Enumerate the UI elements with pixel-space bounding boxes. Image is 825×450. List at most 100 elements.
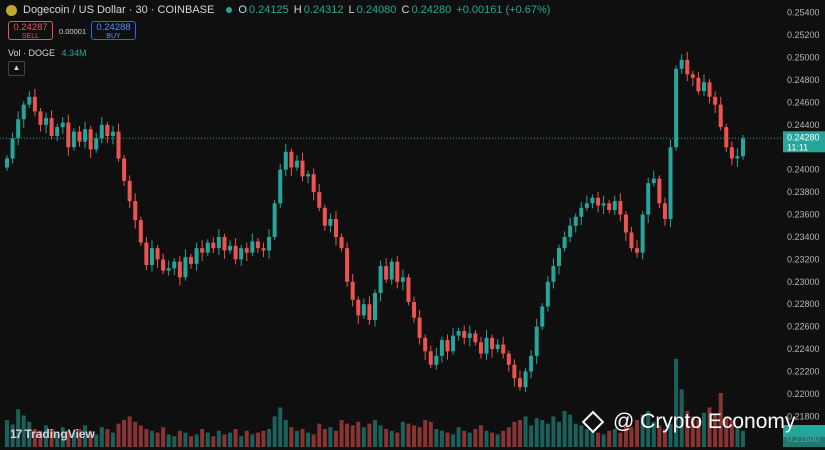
symbol-title[interactable]: Dogecoin / US Dollar · 30 · COINBASE [23, 4, 215, 16]
volume-bar [729, 420, 734, 447]
price-axis[interactable]: 0.25400 0.25200 0.25000 0.24800 0.24600 0.244… [787, 8, 820, 444]
candle-body [640, 214, 645, 253]
y-tick-label: 0.22800 [787, 299, 820, 309]
collapse-legend-button[interactable]: ▲ [8, 61, 25, 76]
candle-body [333, 219, 338, 237]
candle-body [735, 156, 740, 159]
candle-body [395, 261, 400, 282]
y-tick-label: 0.25000 [787, 53, 820, 63]
candle-body [289, 151, 294, 168]
candle-body [400, 277, 405, 282]
volume-bar [545, 423, 550, 447]
volume-bar [674, 358, 679, 447]
volume-bar [741, 430, 745, 447]
volume-bar [60, 427, 65, 447]
candle-body [267, 236, 272, 251]
y-tick-label: 0.24600 [787, 97, 820, 107]
candle-body [412, 301, 417, 318]
volume-bar [573, 423, 578, 447]
volume-bar [216, 430, 221, 447]
volume-bar [612, 429, 617, 447]
candle-body [105, 124, 110, 137]
volume-bar [490, 432, 495, 447]
candle-body [200, 248, 205, 253]
candle-body [83, 129, 88, 142]
candle-body [473, 333, 478, 343]
candle-body [194, 248, 199, 264]
volume-bar [44, 425, 49, 447]
candle-body [94, 138, 99, 150]
candle-body [255, 241, 260, 249]
volume-bar [495, 434, 500, 447]
volume-bar [501, 430, 506, 447]
volume-bar [127, 416, 132, 447]
volume-bar [735, 427, 740, 447]
candle-body [713, 96, 718, 105]
candle-body [434, 355, 439, 365]
candle-body [724, 127, 729, 148]
volume-bar [16, 409, 21, 447]
candle-body [345, 248, 350, 282]
candle-body [501, 344, 506, 354]
volume-bar [640, 414, 645, 447]
volume-bar [233, 429, 238, 447]
sell-button[interactable]: 0.24287 SELL [8, 21, 53, 40]
candle-body [161, 259, 166, 271]
volume-bar [38, 430, 43, 447]
volume-bar [428, 421, 433, 447]
candle-body [439, 340, 444, 356]
candle-body [579, 207, 584, 217]
candle-body [122, 158, 127, 181]
volume-bar [562, 411, 567, 447]
volume-bar [618, 432, 623, 447]
y-tick-label: 0.21800 [787, 411, 820, 421]
volume-bar [261, 430, 266, 447]
volume-bar [523, 416, 528, 447]
buy-button[interactable]: 0.24288 BUY [91, 21, 136, 40]
volume-bar [183, 432, 188, 447]
volume-bar [306, 432, 311, 447]
volume-bar [300, 429, 305, 447]
candle-body [44, 118, 49, 125]
tradingview-logo: 17 TradingView [10, 427, 95, 441]
ohlc-values: O 0.24125 H 0.24312 L 0.24080 C 0.24280 +0.0… [238, 4, 551, 16]
volume-bar [690, 416, 695, 447]
volume-bar [439, 430, 444, 447]
candle-body [367, 304, 372, 320]
candle-body [651, 178, 656, 184]
volume-bar [651, 421, 656, 447]
candle-body [696, 77, 701, 92]
volume-bar [568, 414, 573, 447]
volume-bar [590, 430, 595, 447]
volume-bar [373, 420, 377, 447]
volume-bar [384, 429, 389, 447]
volume-bar [584, 429, 589, 447]
volume-bar [685, 411, 690, 447]
volume-bar [551, 416, 556, 447]
candle-body [350, 281, 355, 300]
candle-body [311, 174, 316, 193]
volume-bar [239, 436, 244, 447]
volume-bar [32, 429, 37, 447]
candle-body [166, 268, 171, 271]
candle-body [155, 248, 160, 260]
candle-body [177, 261, 182, 278]
volume-bar [250, 434, 255, 447]
volume-bar [110, 432, 115, 447]
candle-body [384, 266, 389, 280]
market-status-icon [226, 7, 233, 13]
last-price-tag: 0.24280 11:11 [783, 131, 825, 153]
candle-body [467, 333, 472, 338]
volume-bar [161, 427, 166, 447]
volume-bar [278, 407, 283, 447]
volume-bar [512, 421, 517, 447]
volume-bar [244, 430, 249, 447]
volume-bar [166, 434, 171, 447]
volume-bar [601, 434, 606, 447]
candle-body [127, 180, 132, 202]
candle-body [618, 201, 623, 215]
candle-body [294, 160, 299, 168]
volume-bar [417, 427, 422, 447]
candle-body [601, 203, 606, 206]
